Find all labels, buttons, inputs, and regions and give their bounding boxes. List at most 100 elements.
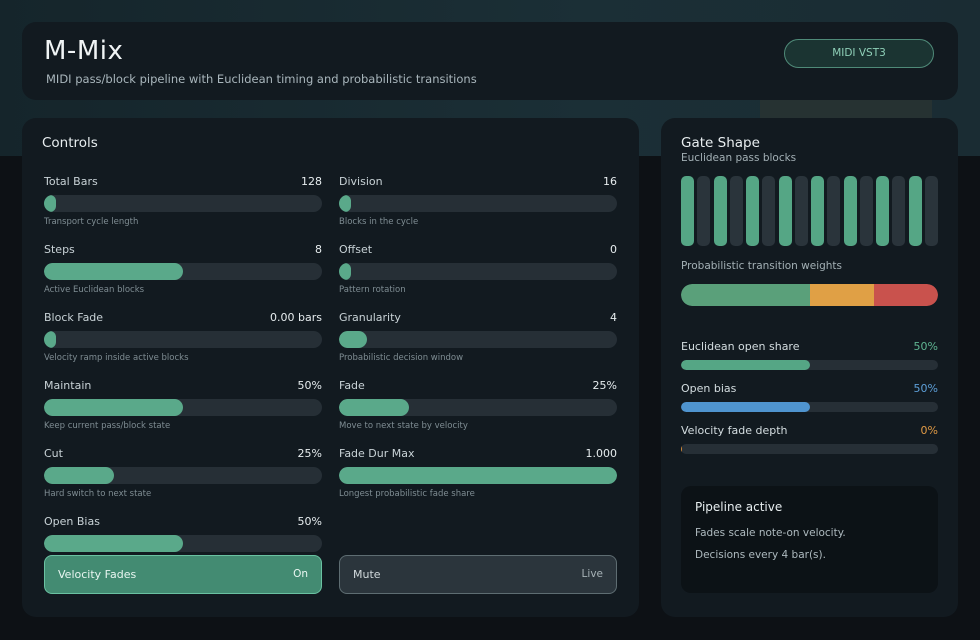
maintain-slider[interactable] bbox=[44, 399, 322, 416]
format-badge[interactable]: MIDI VST3 bbox=[784, 39, 934, 68]
toggle-state: On bbox=[293, 568, 308, 580]
control-label: Fade bbox=[339, 379, 365, 392]
euclidean-steps bbox=[681, 176, 938, 246]
controls-title: Controls bbox=[42, 135, 98, 151]
control-hint: Pattern rotation bbox=[339, 285, 406, 295]
control-fade: Fade 25% Move to next state by velocity bbox=[339, 379, 617, 437]
cut-slider[interactable] bbox=[44, 467, 322, 484]
control-hint: Hard switch to next state bbox=[44, 489, 152, 499]
pipeline-status: Pipeline active Fades scale note-on velo… bbox=[681, 486, 938, 593]
step-closed bbox=[729, 176, 743, 246]
control-value: 50% bbox=[297, 515, 322, 528]
slider-fill bbox=[339, 195, 351, 212]
control-cut: Cut 25% Hard switch to next state bbox=[44, 447, 322, 505]
weights-label: Probabilistic transition weights bbox=[681, 260, 843, 272]
mute-toggle[interactable]: Mute Live bbox=[339, 555, 617, 594]
app-title: M-Mix bbox=[44, 36, 124, 66]
control-label: Offset bbox=[339, 243, 373, 256]
control-hint: Keep current pass/block state bbox=[44, 421, 171, 431]
step-closed bbox=[859, 176, 873, 246]
status-line: Decisions every 4 bar(s). bbox=[695, 549, 826, 561]
slider-fill bbox=[44, 467, 114, 484]
offset-slider[interactable] bbox=[339, 263, 617, 280]
control-maintain: Maintain 50% Keep current pass/block sta… bbox=[44, 379, 322, 437]
metric-open-bias: Open bias 50% bbox=[681, 382, 938, 422]
transition-weights-bar bbox=[681, 284, 938, 306]
step-open bbox=[908, 176, 922, 246]
step-closed bbox=[762, 176, 776, 246]
control-total-bars: Total Bars 128 Transport cycle length bbox=[44, 175, 322, 233]
gate-title: Gate Shape bbox=[681, 135, 760, 151]
control-hint: Move to next state by velocity bbox=[339, 421, 468, 431]
slider-fill bbox=[339, 263, 351, 280]
control-offset: Offset 0 Pattern rotation bbox=[339, 243, 617, 301]
weight-segment bbox=[809, 284, 874, 306]
step-open bbox=[876, 176, 890, 246]
control-division: Division 16 Blocks in the cycle bbox=[339, 175, 617, 233]
metric-label: Open bias bbox=[681, 382, 737, 395]
slider-fill bbox=[44, 399, 183, 416]
step-open bbox=[778, 176, 792, 246]
control-value: 0 bbox=[610, 243, 617, 256]
step-open bbox=[681, 176, 694, 246]
granularity-slider[interactable] bbox=[339, 331, 617, 348]
weight-segment bbox=[681, 284, 810, 306]
control-block-fade: Block Fade 0.00 bars Velocity ramp insid… bbox=[44, 311, 322, 369]
block-fade-slider[interactable] bbox=[44, 331, 322, 348]
gate-subtitle: Euclidean pass blocks bbox=[681, 152, 797, 164]
total-bars-slider[interactable] bbox=[44, 195, 322, 212]
metric-value: 0% bbox=[920, 424, 938, 437]
control-value: 128 bbox=[301, 175, 322, 188]
control-hint: Longest probabilistic fade share bbox=[339, 489, 475, 499]
control-hint: Velocity ramp inside active blocks bbox=[44, 353, 189, 363]
step-closed bbox=[794, 176, 808, 246]
open-bias-slider[interactable] bbox=[44, 535, 322, 552]
step-open bbox=[713, 176, 727, 246]
slider-fill bbox=[44, 535, 183, 552]
toggle-state: Live bbox=[581, 568, 603, 580]
control-value: 0.00 bars bbox=[270, 311, 322, 324]
velocity-fades-toggle[interactable]: Velocity Fades On bbox=[44, 555, 322, 594]
slider-fill bbox=[339, 331, 367, 348]
control-hint: Blocks in the cycle bbox=[339, 217, 419, 227]
metric-label: Velocity fade depth bbox=[681, 424, 788, 437]
division-slider[interactable] bbox=[339, 195, 617, 212]
control-label: Block Fade bbox=[44, 311, 104, 324]
control-hint: Transport cycle length bbox=[44, 217, 139, 227]
slider-fill bbox=[339, 399, 409, 416]
fade-slider[interactable] bbox=[339, 399, 617, 416]
status-line: Fades scale note-on velocity. bbox=[695, 527, 846, 539]
metric-fill bbox=[681, 402, 810, 412]
slider-fill bbox=[44, 331, 56, 348]
control-fade-dur-max: Fade Dur Max 1.000 Longest probabilistic… bbox=[339, 447, 617, 505]
slider-fill bbox=[44, 195, 56, 212]
control-label: Maintain bbox=[44, 379, 92, 392]
step-open bbox=[746, 176, 760, 246]
control-value: 25% bbox=[592, 379, 617, 392]
metric-euclidean-open-share: Euclidean open share 50% bbox=[681, 340, 938, 380]
control-label: Total Bars bbox=[44, 175, 98, 188]
control-hint: Probabilistic decision window bbox=[339, 353, 464, 363]
metric-track bbox=[681, 444, 938, 454]
controls-panel: Controls Total Bars 128 Transport cycle … bbox=[22, 118, 639, 617]
step-closed bbox=[697, 176, 711, 246]
metric-label: Euclidean open share bbox=[681, 340, 800, 353]
control-value: 16 bbox=[603, 175, 617, 188]
control-steps: Steps 8 Active Euclidean blocks bbox=[44, 243, 322, 301]
control-label: Division bbox=[339, 175, 383, 188]
control-value: 25% bbox=[297, 447, 322, 460]
fade-dur-max-slider[interactable] bbox=[339, 467, 617, 484]
control-label: Fade Dur Max bbox=[339, 447, 415, 460]
control-value: 4 bbox=[610, 311, 617, 324]
step-open bbox=[811, 176, 825, 246]
control-label: Granularity bbox=[339, 311, 401, 324]
step-closed bbox=[827, 176, 841, 246]
control-value: 8 bbox=[315, 243, 322, 256]
steps-slider[interactable] bbox=[44, 263, 322, 280]
metric-value: 50% bbox=[913, 340, 938, 353]
slider-fill bbox=[44, 263, 183, 280]
metric-value: 50% bbox=[913, 382, 938, 395]
app-subtitle: MIDI pass/block pipeline with Euclidean … bbox=[46, 72, 477, 86]
metric-track bbox=[681, 360, 938, 370]
step-open bbox=[843, 176, 857, 246]
